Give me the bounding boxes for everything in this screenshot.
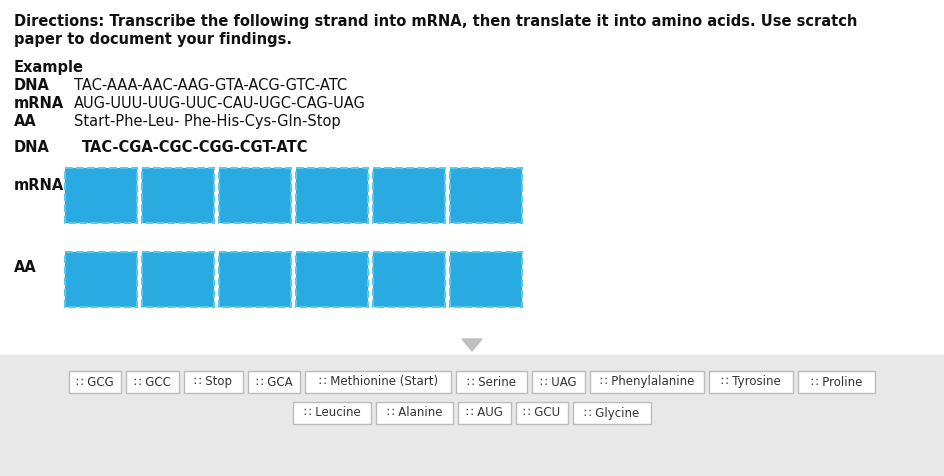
Text: Example: Example [14, 60, 84, 75]
FancyBboxPatch shape [69, 371, 121, 393]
FancyBboxPatch shape [126, 371, 179, 393]
Text: ∷ Alanine: ∷ Alanine [387, 407, 442, 419]
FancyBboxPatch shape [184, 371, 243, 393]
FancyBboxPatch shape [456, 371, 527, 393]
FancyBboxPatch shape [142, 252, 214, 307]
Text: TAC-AAA-AAC-AAG-GTA-ACG-GTC-ATC: TAC-AAA-AAC-AAG-GTA-ACG-GTC-ATC [74, 78, 347, 93]
Text: ∷ Phenylalanine: ∷ Phenylalanine [599, 376, 694, 388]
Text: AA: AA [14, 260, 37, 275]
FancyBboxPatch shape [532, 371, 584, 393]
Text: mRNA: mRNA [14, 178, 64, 193]
FancyBboxPatch shape [450, 252, 522, 307]
FancyBboxPatch shape [142, 168, 214, 223]
Text: ∷ Leucine: ∷ Leucine [304, 407, 361, 419]
Text: paper to document your findings.: paper to document your findings. [14, 32, 292, 47]
Text: ∷ GCU: ∷ GCU [523, 407, 561, 419]
Text: ∷ Proline: ∷ Proline [811, 376, 862, 388]
Text: Directions: Transcribe the following strand into mRNA, then translate it into am: Directions: Transcribe the following str… [14, 14, 857, 29]
Text: ∷ Serine: ∷ Serine [467, 376, 516, 388]
FancyBboxPatch shape [515, 402, 568, 424]
Text: ∷ GCC: ∷ GCC [134, 376, 171, 388]
FancyBboxPatch shape [450, 168, 522, 223]
Text: TAC-CGA-CGC-CGG-CGT-ATC: TAC-CGA-CGC-CGG-CGT-ATC [82, 140, 309, 155]
Text: ∷ UAG: ∷ UAG [540, 376, 577, 388]
FancyBboxPatch shape [65, 252, 137, 307]
FancyBboxPatch shape [296, 252, 368, 307]
Bar [0, 0, 944, 355]
FancyBboxPatch shape [219, 252, 291, 307]
Text: ∷ Tyrosine: ∷ Tyrosine [721, 376, 781, 388]
FancyBboxPatch shape [798, 371, 875, 393]
FancyBboxPatch shape [65, 168, 137, 223]
FancyBboxPatch shape [219, 168, 291, 223]
Bar [0, 355, 944, 476]
FancyBboxPatch shape [376, 402, 453, 424]
FancyBboxPatch shape [294, 402, 371, 424]
FancyBboxPatch shape [305, 371, 451, 393]
Text: DNA: DNA [14, 140, 50, 155]
FancyBboxPatch shape [373, 168, 445, 223]
Text: Start-Phe-Leu- Phe-His-Cys-Gln-Stop: Start-Phe-Leu- Phe-His-Cys-Gln-Stop [74, 114, 341, 129]
Text: AA: AA [14, 114, 37, 129]
Text: DNA: DNA [14, 78, 50, 93]
FancyBboxPatch shape [458, 402, 511, 424]
FancyBboxPatch shape [247, 371, 300, 393]
FancyBboxPatch shape [590, 371, 704, 393]
Text: ∷ GCG: ∷ GCG [76, 376, 114, 388]
Text: ∷ GCA: ∷ GCA [256, 376, 293, 388]
Text: ∷ Glycine: ∷ Glycine [584, 407, 640, 419]
FancyBboxPatch shape [709, 371, 793, 393]
Text: ∷ AUG: ∷ AUG [466, 407, 503, 419]
Text: ∷ Stop: ∷ Stop [194, 376, 232, 388]
FancyBboxPatch shape [296, 168, 368, 223]
FancyBboxPatch shape [573, 402, 650, 424]
Polygon shape [462, 339, 482, 351]
FancyBboxPatch shape [373, 252, 445, 307]
Text: ∷ Methionine (Start): ∷ Methionine (Start) [318, 376, 438, 388]
Text: mRNA: mRNA [14, 96, 64, 111]
Text: AUG-UUU-UUG-UUC-CAU-UGC-CAG-UAG: AUG-UUU-UUG-UUC-CAU-UGC-CAG-UAG [74, 96, 366, 111]
